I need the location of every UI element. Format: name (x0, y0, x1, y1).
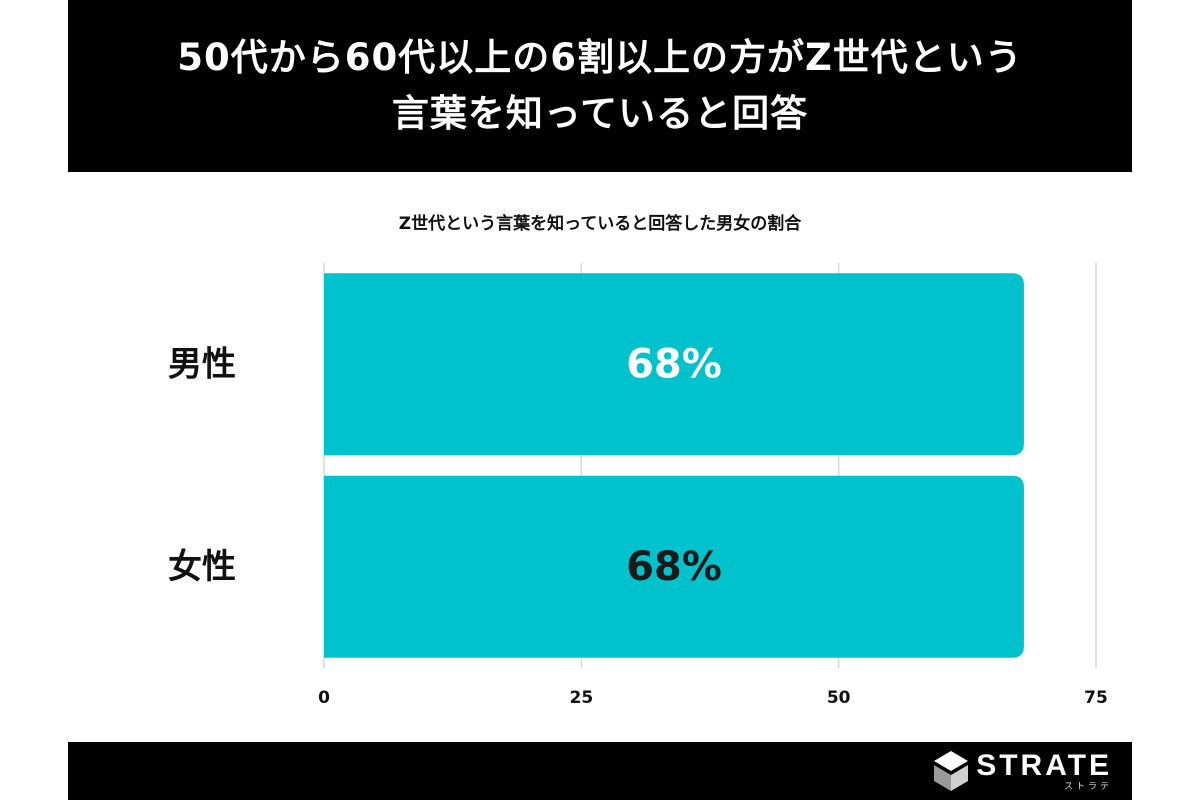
tick-label-3: 75 (1084, 688, 1108, 708)
tick-label-2: 50 (827, 688, 851, 708)
tick-label-0: 0 (318, 688, 330, 708)
value-label-1: 68% (626, 544, 722, 590)
category-label-0: 男性 (168, 344, 236, 384)
category-label-1: 女性 (168, 547, 236, 587)
bar-chart: 男性 68% 女性 68% 0 25 50 75 (168, 263, 1108, 708)
header-banner: 50代から60代以上の6割以上の方がZ世代という 言葉を知っていると回答 (68, 0, 1132, 172)
brand-kana: ストラテ (1063, 782, 1112, 792)
strate-logo-icon (934, 751, 969, 791)
brand-logo: STRATE ストラテ (934, 750, 1112, 792)
page-title-line-2: 言葉を知っていると回答 (391, 92, 809, 135)
bar-1 (324, 475, 1024, 658)
page-title-line-1: 50代から60代以上の6割以上の方がZ世代という (177, 36, 1023, 79)
bar-0 (324, 273, 1024, 456)
value-label-0: 68% (626, 341, 722, 387)
chart-title: Z世代という言葉を知っていると回答した男女の割合 (398, 214, 802, 234)
footer-banner: STRATE ストラテ (68, 742, 1132, 800)
brand-name: STRATE (976, 749, 1112, 782)
tick-label-1: 25 (569, 688, 593, 708)
